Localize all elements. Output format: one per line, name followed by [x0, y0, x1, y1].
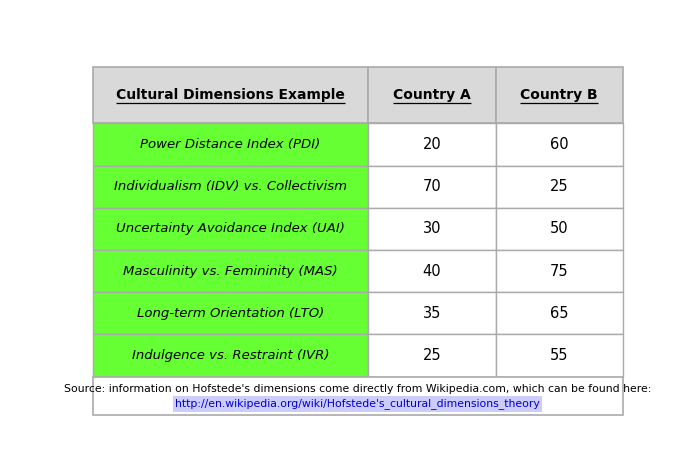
Text: 50: 50 — [550, 221, 568, 236]
Bar — [496, 165, 623, 208]
Text: 35: 35 — [423, 306, 441, 321]
Bar — [496, 250, 623, 292]
Text: 40: 40 — [422, 264, 441, 279]
Bar — [496, 208, 623, 250]
Text: Masculinity vs. Femininity (MAS): Masculinity vs. Femininity (MAS) — [123, 265, 338, 278]
Bar — [369, 250, 496, 292]
Bar — [93, 208, 369, 250]
Text: Indulgence vs. Restraint (IVR): Indulgence vs. Restraint (IVR) — [132, 349, 329, 362]
Bar — [93, 165, 369, 208]
Bar — [496, 292, 623, 334]
Text: Long-term Orientation (LTO): Long-term Orientation (LTO) — [137, 307, 324, 320]
Text: 20: 20 — [422, 137, 441, 152]
Bar — [93, 67, 369, 124]
Bar — [93, 124, 369, 165]
Bar — [93, 292, 369, 334]
Bar — [93, 376, 623, 415]
Text: Individualism (IDV) vs. Collectivism: Individualism (IDV) vs. Collectivism — [114, 180, 347, 193]
Bar — [369, 124, 496, 165]
Text: Country A: Country A — [393, 88, 471, 102]
Text: 65: 65 — [550, 306, 568, 321]
Text: 55: 55 — [550, 348, 568, 363]
Text: 25: 25 — [550, 179, 568, 194]
Bar — [369, 165, 496, 208]
Text: Cultural Dimensions Example: Cultural Dimensions Example — [116, 88, 345, 102]
Bar — [369, 67, 496, 124]
Bar — [93, 250, 369, 292]
Text: Power Distance Index (PDI): Power Distance Index (PDI) — [140, 138, 320, 151]
Text: http://en.wikipedia.org/wiki/Hofstede's_cultural_dimensions_theory: http://en.wikipedia.org/wiki/Hofstede's_… — [175, 399, 540, 409]
Bar — [369, 334, 496, 376]
Text: Uncertainty Avoidance Index (UAI): Uncertainty Avoidance Index (UAI) — [116, 222, 345, 235]
Bar — [496, 67, 623, 124]
Text: 25: 25 — [422, 348, 441, 363]
Text: 30: 30 — [423, 221, 441, 236]
Text: 75: 75 — [550, 264, 568, 279]
Text: Country B: Country B — [521, 88, 598, 102]
Text: Source: information on Hofstede's dimensions come directly from Wikipedia.com, w: Source: information on Hofstede's dimens… — [64, 384, 651, 394]
Bar — [369, 292, 496, 334]
Bar — [369, 208, 496, 250]
Bar — [93, 334, 369, 376]
Text: 70: 70 — [422, 179, 441, 194]
Bar — [496, 124, 623, 165]
Bar — [496, 334, 623, 376]
Text: 60: 60 — [550, 137, 568, 152]
